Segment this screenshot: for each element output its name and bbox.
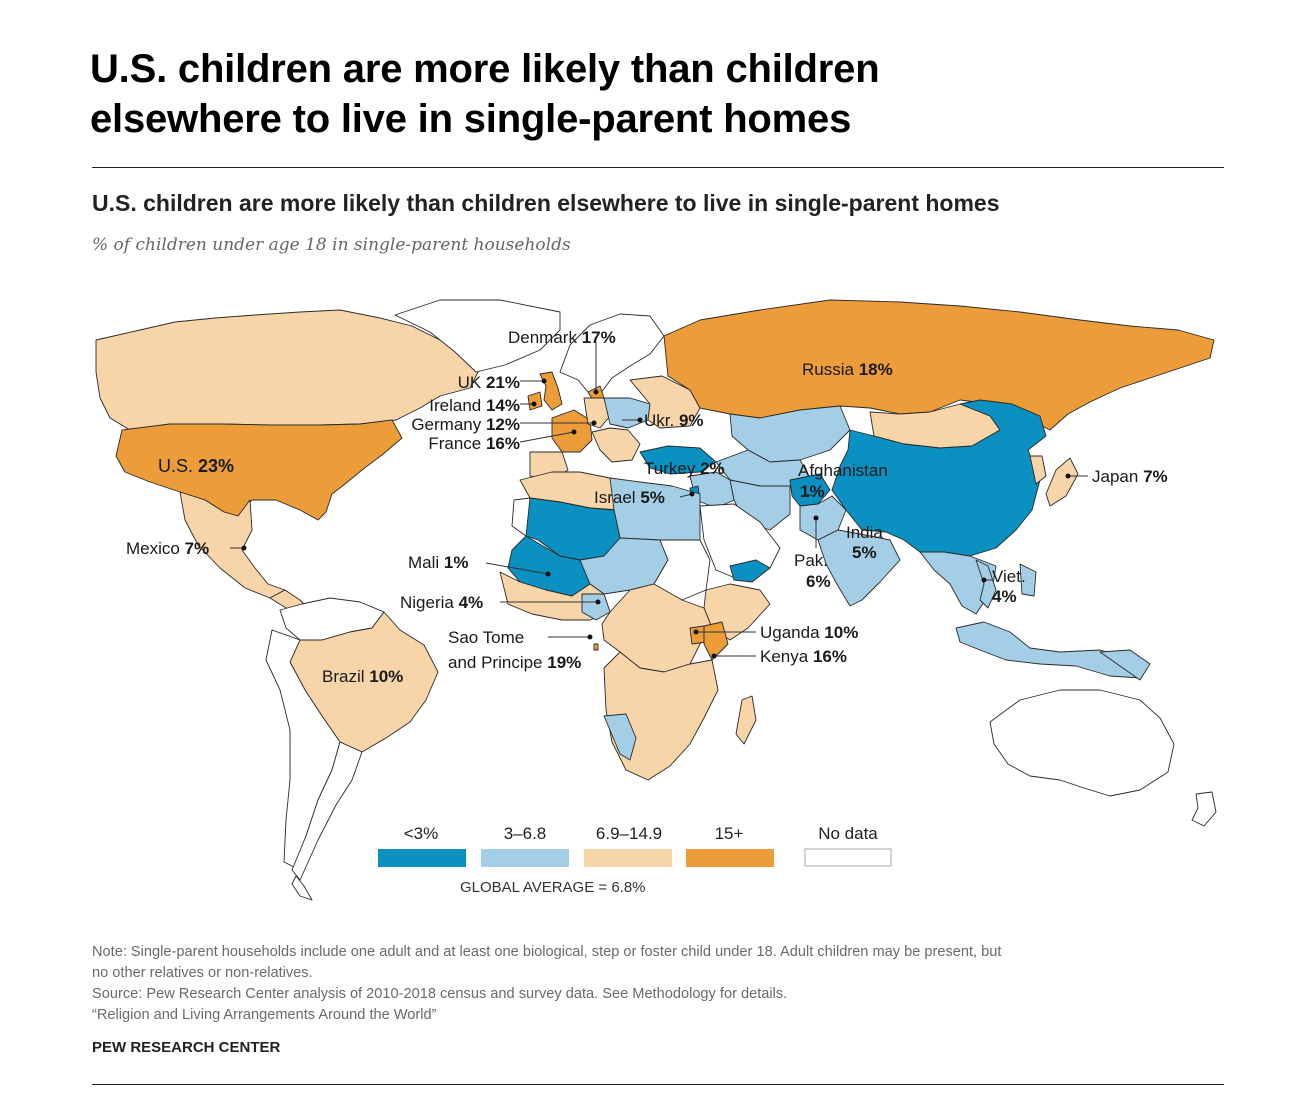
region-angola-namibia — [603, 713, 637, 761]
label-vietnam-name: Viet. — [992, 567, 1026, 586]
region-germany — [583, 397, 611, 429]
notes: Note: Single-parent households include o… — [92, 942, 1227, 1026]
legend-swatch-4 — [686, 849, 774, 867]
region-balkans-italy — [591, 427, 641, 463]
region-madagascar — [735, 695, 757, 745]
region-new-zealand — [1191, 791, 1217, 827]
region-greenland — [394, 299, 561, 373]
label-saotome-line1: Sao Tome — [448, 628, 524, 647]
legend-swatch-3 — [584, 849, 672, 867]
region-china — [831, 399, 1047, 557]
chart-subtitle: % of children under age 18 in single-par… — [92, 235, 571, 255]
label-uk: UK 21% — [458, 373, 520, 392]
region-indonesia — [955, 621, 1141, 679]
label-denmark: Denmark 17% — [508, 328, 616, 347]
top-divider — [92, 167, 1224, 168]
label-vietnam-value: 4% — [992, 587, 1017, 606]
legend-swatch-5 — [804, 848, 892, 867]
region-india — [817, 529, 901, 607]
label-germany: Germany 12% — [411, 415, 520, 434]
region-kazakhstan — [729, 405, 851, 463]
region-nigeria — [581, 593, 611, 621]
region-central-africa — [601, 583, 713, 673]
chart-title: U.S. children are more likely than child… — [92, 190, 1000, 216]
label-pakistan-name: Pak. — [794, 551, 828, 570]
label-turkey: Turkey 2% — [644, 459, 725, 478]
region-papua — [1099, 649, 1151, 681]
region-ukraine-belarus — [629, 375, 701, 429]
note-line-1: Note: Single-parent households include o… — [92, 944, 1002, 960]
global-average: GLOBAL AVERAGE = 6.8% — [460, 879, 646, 896]
legend: <3% 3–6.8 6.9–14.9 15+ No data GLOBAL AV… — [378, 824, 892, 896]
region-australia — [989, 689, 1175, 797]
label-nigeria: Nigeria 4% — [400, 593, 483, 612]
region-turkey — [639, 445, 717, 475]
label-ireland: Ireland 14% — [429, 396, 520, 415]
region-korea — [1029, 455, 1047, 485]
region-vietnam — [975, 559, 997, 609]
region-yemen — [729, 559, 771, 583]
label-us: U.S. 23% — [158, 456, 234, 476]
region-argentina — [291, 741, 363, 881]
label-japan: Japan 7% — [1092, 467, 1168, 486]
headline-line-2: elsewhere to live in single-parent homes — [90, 97, 852, 141]
bottom-divider — [92, 1084, 1224, 1085]
label-ukraine: Ukr. 9% — [644, 411, 704, 430]
label-france: France 16% — [428, 434, 520, 453]
label-uganda: Uganda 10% — [760, 623, 858, 642]
region-antarctic-tip — [291, 875, 313, 901]
label-india-value: 5% — [852, 543, 877, 562]
label-pakistan-value: 6% — [806, 572, 831, 591]
label-afghanistan-name: Afghanistan — [798, 461, 888, 480]
region-uk — [539, 371, 563, 411]
legend-label-1: <3% — [404, 824, 439, 843]
legend-swatch-1 — [378, 849, 466, 867]
report-title: “Religion and Living Arrangements Around… — [92, 1007, 437, 1023]
legend-swatch-2 — [481, 849, 569, 867]
label-brazil: Brazil 10% — [322, 667, 403, 686]
region-ireland — [527, 391, 543, 411]
region-philippines — [1019, 563, 1037, 597]
source-line: Source: Pew Research Center analysis of … — [92, 986, 788, 1002]
label-mexico: Mexico 7% — [126, 539, 209, 558]
legend-label-3: 6.9–14.9 — [596, 824, 662, 843]
region-sao-tome — [593, 643, 599, 651]
legend-label-5: No data — [818, 824, 878, 843]
region-pakistan — [799, 495, 847, 541]
legend-label-4: 15+ — [715, 824, 744, 843]
label-mali: Mali 1% — [408, 553, 468, 572]
label-israel: Israel 5% — [594, 488, 665, 507]
headline: U.S. children are more likely than child… — [90, 44, 1210, 144]
note-line-2: no other relatives or non-relatives. — [92, 965, 313, 981]
region-mexico — [179, 491, 286, 599]
label-afghanistan-value: 1% — [800, 482, 825, 501]
headline-line-1: U.S. children are more likely than child… — [90, 47, 880, 91]
label-saotome-line2: and Principe 19% — [448, 653, 581, 672]
label-kenya: Kenya 16% — [760, 647, 847, 666]
legend-label-2: 3–6.8 — [504, 824, 547, 843]
brand-pew: PEW RESEARCH CENTER — [92, 1039, 281, 1056]
label-russia: Russia 18% — [802, 360, 893, 379]
label-india-name: India — [846, 523, 883, 542]
region-japan — [1045, 457, 1079, 507]
